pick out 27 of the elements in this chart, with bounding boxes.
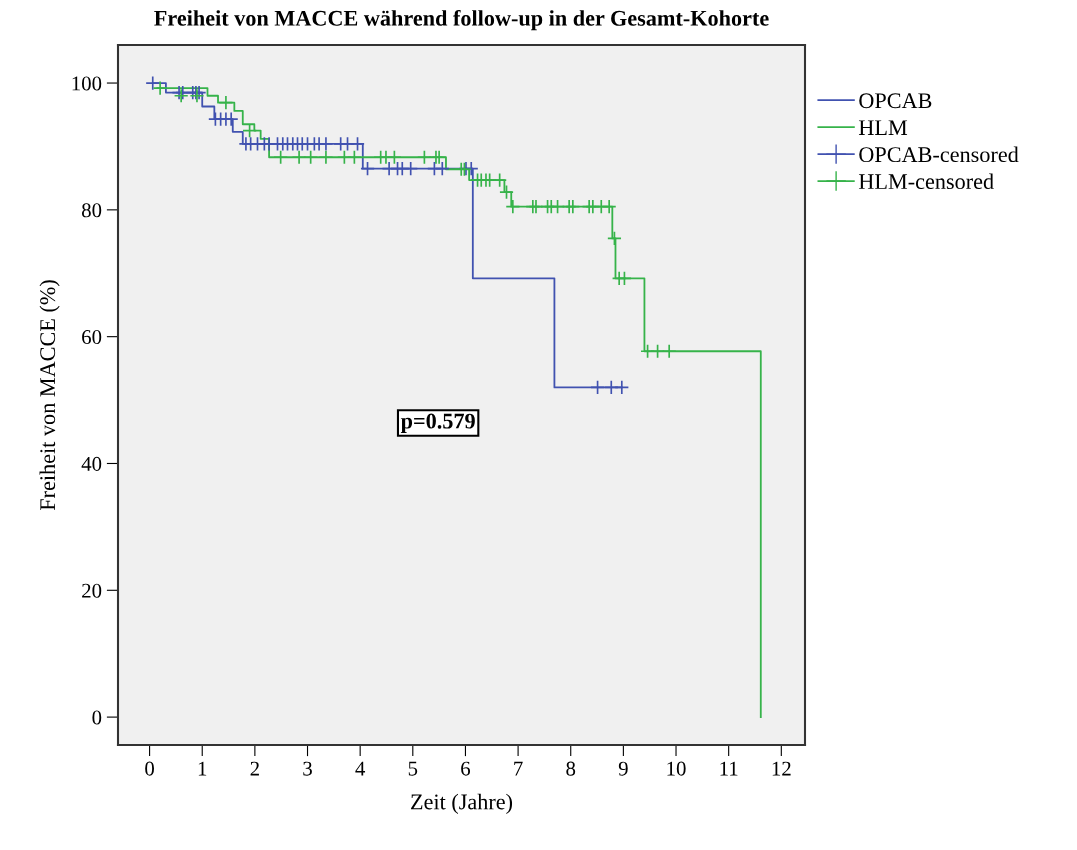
x-tick-label: 5 xyxy=(408,761,418,776)
legend-label: OPCAB xyxy=(859,93,932,109)
y-tick-label: 20 xyxy=(82,583,102,598)
y-tick-label: 80 xyxy=(81,203,102,218)
legend-label: OPCAB-censored xyxy=(859,146,1019,163)
y-tick-label: 100 xyxy=(72,76,102,91)
x-tick-label: 8 xyxy=(566,761,576,776)
x-tick-label: 3 xyxy=(303,761,312,776)
legend-label: HLM xyxy=(858,120,908,135)
x-tick-label: 6 xyxy=(461,761,471,776)
x-tick-label: 11 xyxy=(720,761,738,776)
chart-title: Freiheit von MACCE während follow-up in der Gesamt-Kohorte xyxy=(154,9,769,31)
x-axis-title: Zeit (Jahre) xyxy=(411,793,513,814)
legend-label: HLM-censored xyxy=(858,173,994,190)
y-tick-label: 60 xyxy=(82,330,102,345)
y-tick-label: 0 xyxy=(92,710,102,725)
annotation: p=0.579 xyxy=(400,413,475,434)
x-tick-label: 12 xyxy=(772,761,791,776)
x-tick-label: 9 xyxy=(618,761,628,776)
y-tick-label: 40 xyxy=(81,456,102,471)
x-tick-label: 2 xyxy=(250,761,259,776)
x-tick-label: 10 xyxy=(667,761,686,776)
y-axis-title: Freiheit von MACCE (%) xyxy=(39,280,60,511)
x-tick-label: 4 xyxy=(355,761,366,776)
x-tick-label: 1 xyxy=(198,761,207,776)
x-tick-label: 7 xyxy=(514,761,523,776)
x-tick-label: 0 xyxy=(145,761,154,776)
